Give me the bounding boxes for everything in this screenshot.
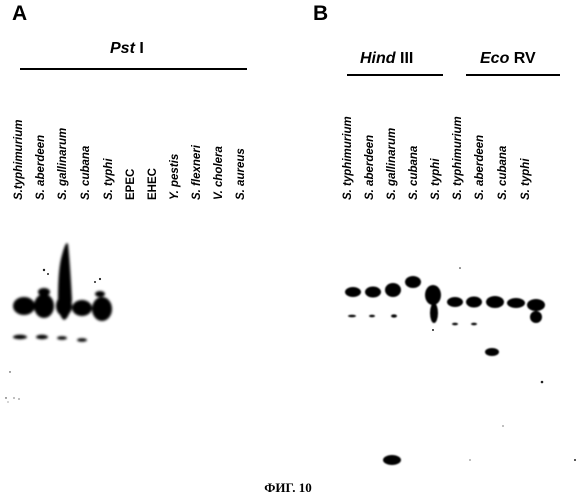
band-b3-main bbox=[385, 283, 401, 297]
band-b2-main bbox=[365, 287, 381, 298]
figure-caption: ФИГ. 10 bbox=[0, 480, 576, 496]
band-b5-smear bbox=[430, 303, 438, 323]
panel-b-specks bbox=[432, 267, 576, 461]
band-b1-main bbox=[345, 287, 361, 297]
band-a5-upper bbox=[95, 291, 105, 297]
band-b7-main bbox=[466, 297, 482, 308]
band-b5-main bbox=[425, 285, 441, 305]
band-a3-main bbox=[56, 296, 72, 316]
band-a2-upper bbox=[38, 288, 50, 296]
band-b3-low bbox=[391, 314, 397, 317]
band-a4-low bbox=[77, 338, 87, 342]
panel-b-hind3-bands bbox=[345, 276, 441, 465]
band-a5-main bbox=[92, 297, 112, 321]
band-b4-main bbox=[405, 276, 421, 288]
band-b10-main bbox=[527, 299, 545, 311]
band-b6-main bbox=[447, 297, 463, 307]
panel-a-bands bbox=[13, 243, 112, 342]
band-b8-lower bbox=[485, 348, 499, 356]
band-a2-main bbox=[34, 294, 54, 318]
band-b7-low bbox=[471, 323, 477, 325]
band-a4-main bbox=[72, 300, 92, 316]
band-a1-low bbox=[13, 335, 27, 339]
band-b1-low bbox=[348, 315, 356, 318]
band-a2-low bbox=[36, 335, 48, 339]
band-b8-main bbox=[486, 296, 504, 308]
band-b3-bottom bbox=[383, 455, 401, 465]
band-b10-smear bbox=[530, 311, 542, 323]
band-b2-low bbox=[369, 315, 375, 317]
band-b9-main bbox=[507, 298, 525, 308]
band-b6-low bbox=[452, 323, 458, 325]
band-a3-low bbox=[57, 336, 67, 340]
band-a1-main bbox=[13, 297, 35, 315]
panel-b-ecorv-bands bbox=[447, 296, 545, 356]
